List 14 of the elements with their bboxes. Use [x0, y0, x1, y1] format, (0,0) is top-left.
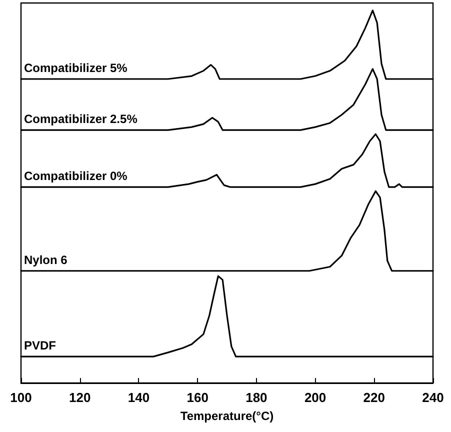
series-label: Nylon 6	[24, 252, 68, 267]
x-tick-label: 120	[69, 390, 91, 405]
series-label: Compatibilizer 2.5%	[24, 112, 138, 126]
series-label: PVDF	[24, 338, 56, 353]
x-tick-label: 160	[186, 390, 208, 405]
series-label: Compatibilizer 5%	[24, 61, 128, 75]
series-label: Compatibilizer 0%	[24, 169, 128, 184]
x-tick-label: 200	[304, 390, 326, 405]
x-tick-label: 180	[246, 390, 268, 405]
x-tick-label: 220	[363, 390, 385, 405]
x-tick-label: 140	[128, 390, 150, 405]
x-tick-label: 100	[10, 390, 32, 405]
x-tick-label: 240	[422, 390, 444, 405]
x-axis-title: Temperature(°C)	[180, 409, 274, 423]
